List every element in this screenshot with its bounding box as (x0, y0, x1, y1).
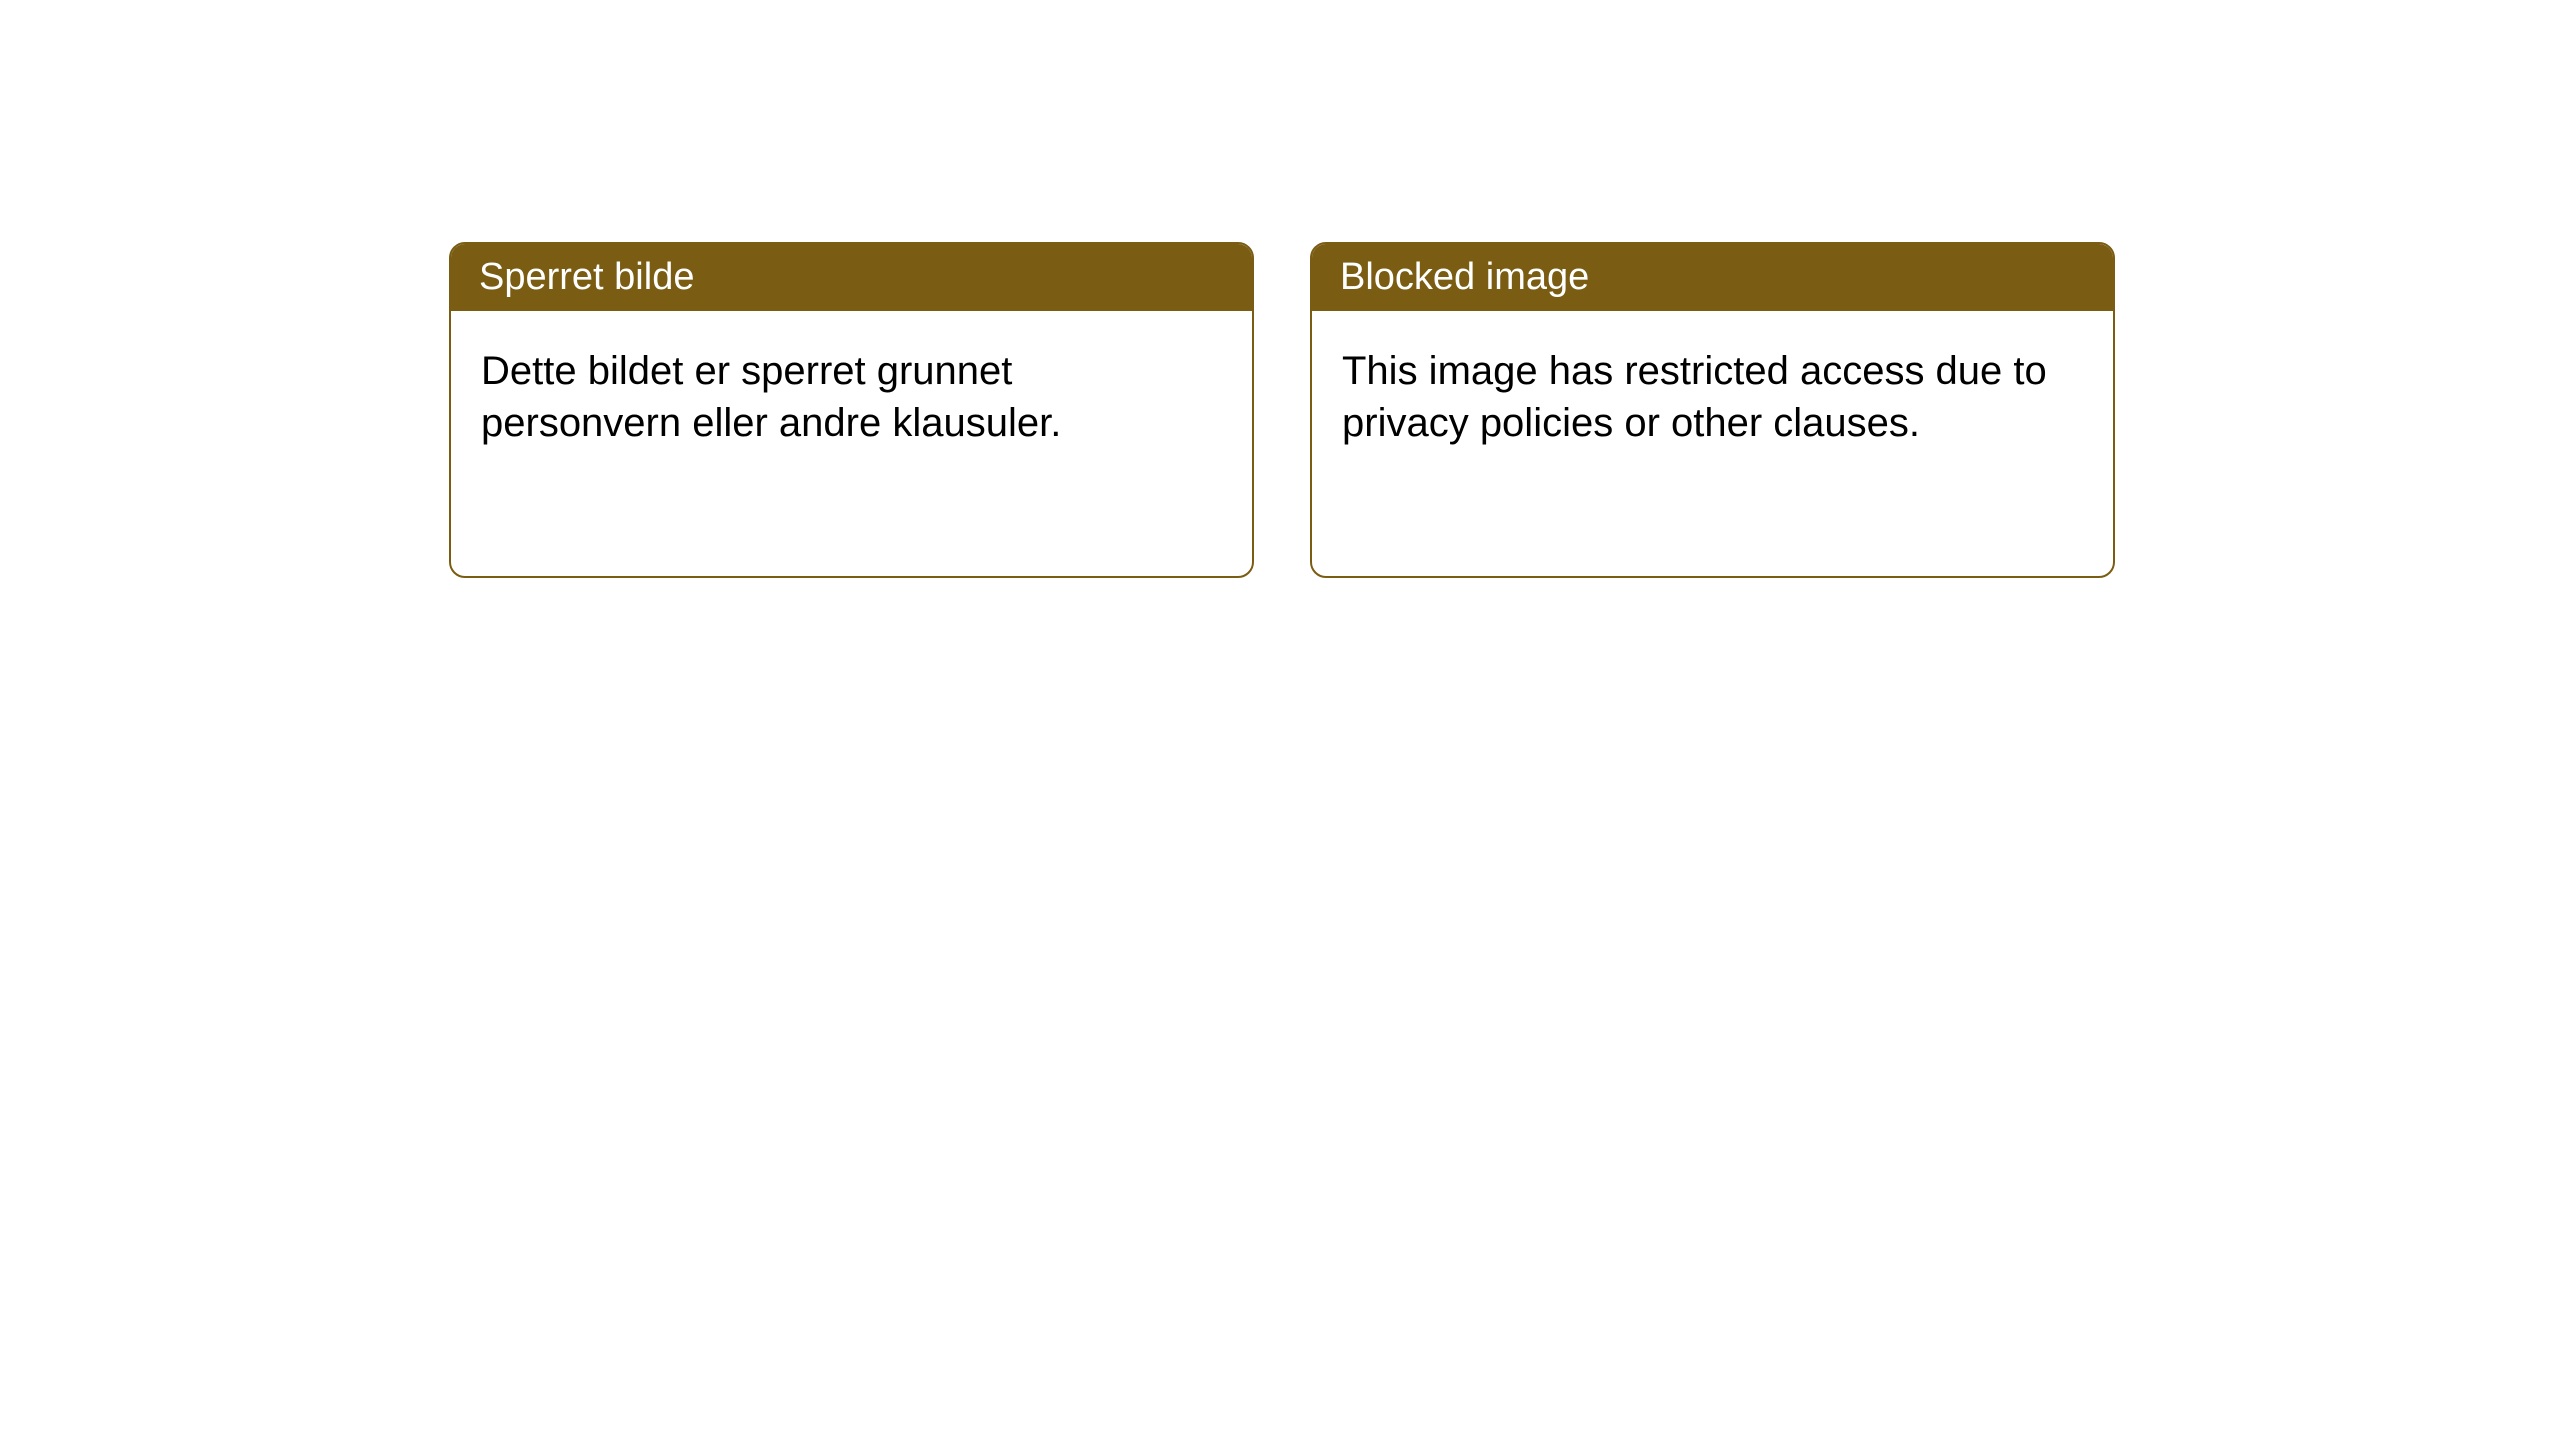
card-header: Blocked image (1312, 244, 2113, 311)
card-title: Sperret bilde (479, 256, 694, 298)
card-header: Sperret bilde (451, 244, 1252, 311)
card-body: Dette bildet er sperret grunnet personve… (451, 311, 1252, 483)
card-title: Blocked image (1340, 256, 1589, 298)
notice-card-norwegian: Sperret bilde Dette bildet er sperret gr… (449, 242, 1254, 578)
notice-card-english: Blocked image This image has restricted … (1310, 242, 2115, 578)
card-body-text: Dette bildet er sperret grunnet personve… (481, 349, 1061, 445)
card-body-text: This image has restricted access due to … (1342, 349, 2047, 445)
notice-cards-container: Sperret bilde Dette bildet er sperret gr… (449, 242, 2115, 578)
card-body: This image has restricted access due to … (1312, 311, 2113, 483)
